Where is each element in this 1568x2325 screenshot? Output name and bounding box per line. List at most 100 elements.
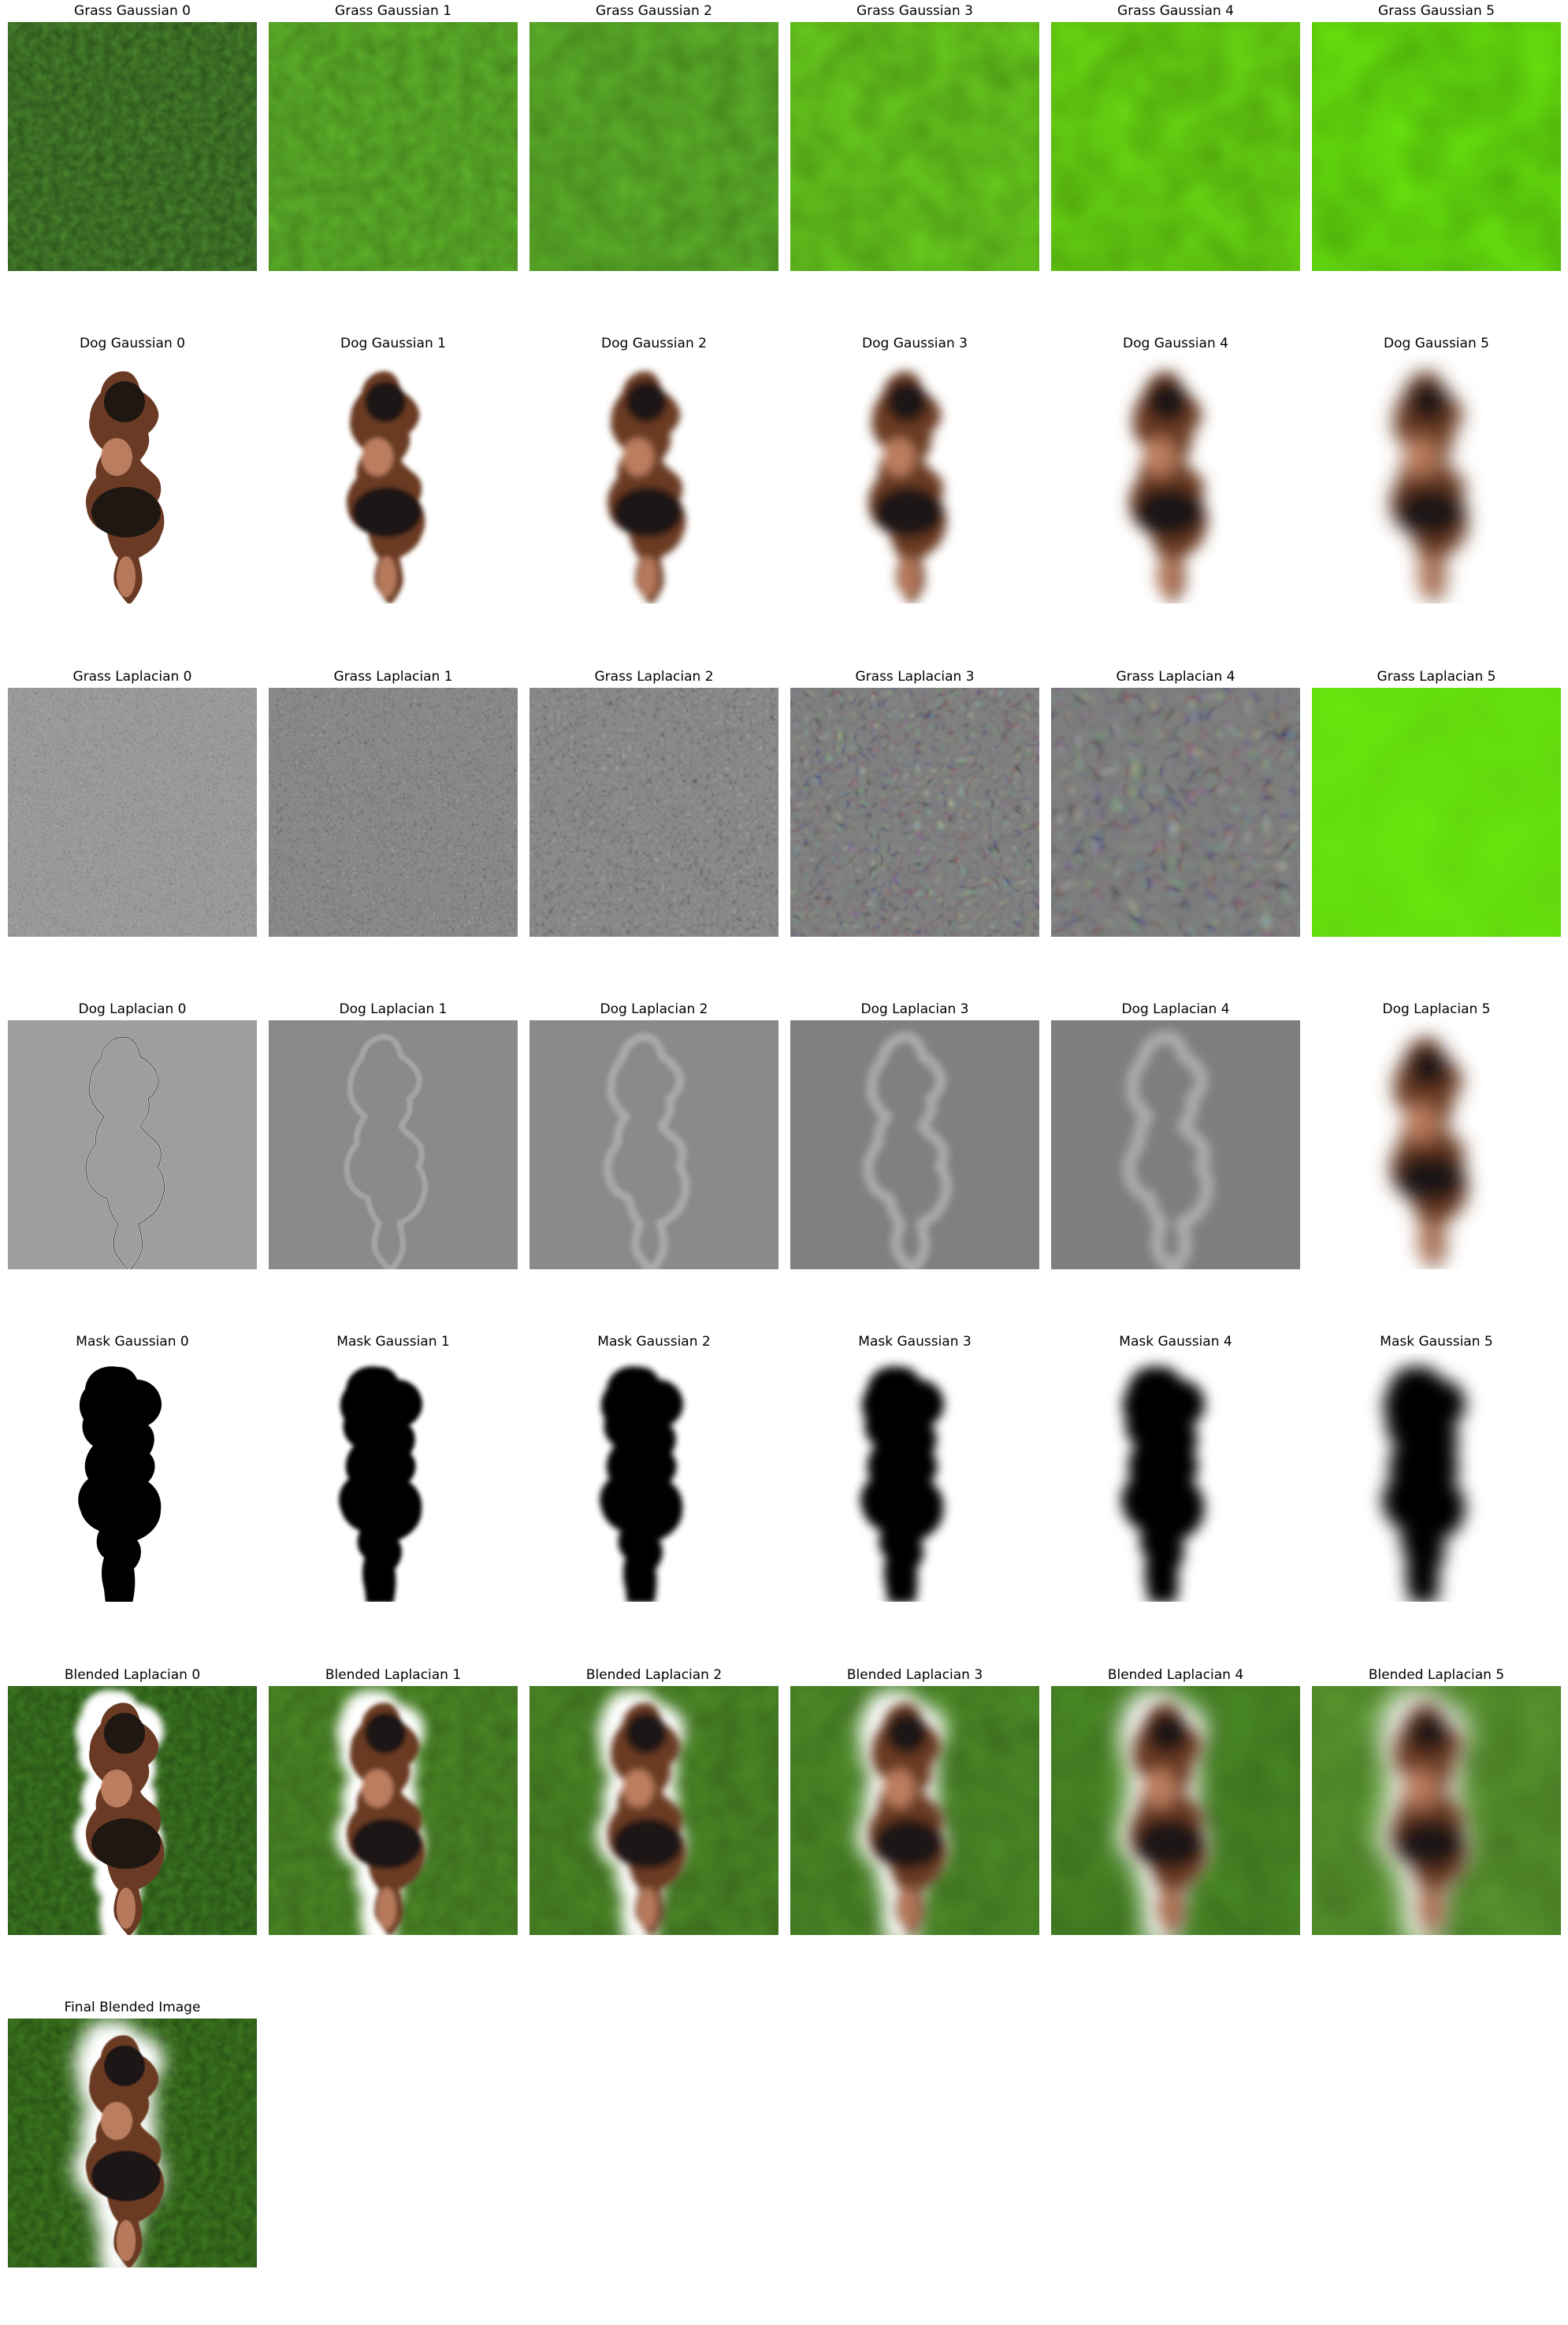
panel-title: Grass Gaussian 3 <box>856 3 973 19</box>
panel-title: Blended Laplacian 0 <box>64 1667 201 1683</box>
panel-image-blended-laplacian-2 <box>529 1686 778 1935</box>
panel-blended-laplacian-5: Blended Laplacian 5 <box>1312 1667 1561 1935</box>
panel-image-dog-gaussian-0 <box>8 355 257 604</box>
panel-grass-laplacian-1: Grass Laplacian 1 <box>269 669 518 937</box>
panel-title: Dog Gaussian 3 <box>862 336 968 351</box>
panel-title: Dog Laplacian 4 <box>1121 1001 1230 1017</box>
panel-title: Final Blended Image <box>64 2000 201 2015</box>
panel-image-dog-gaussian-1 <box>269 355 518 604</box>
panel-image-blended-laplacian-3 <box>790 1686 1039 1935</box>
panel-image-mask-gaussian-4 <box>1051 1353 1300 1602</box>
panel-title: Blended Laplacian 3 <box>846 1667 983 1683</box>
panel-image-mask-gaussian-2 <box>529 1353 778 1602</box>
panel-image-dog-laplacian-0 <box>8 1020 257 1269</box>
panel-grass-laplacian-4: Grass Laplacian 4 <box>1051 669 1300 937</box>
panel-image-grass-laplacian-5 <box>1312 688 1561 937</box>
panel-title: Dog Laplacian 5 <box>1382 1001 1491 1017</box>
panel-image-dog-gaussian-3 <box>790 355 1039 604</box>
panel-title: Dog Gaussian 5 <box>1384 336 1489 351</box>
panel-title: Dog Gaussian 0 <box>80 336 185 351</box>
panel-title: Dog Laplacian 3 <box>860 1001 969 1017</box>
panel-mask-gaussian-1: Mask Gaussian 1 <box>269 1334 518 1602</box>
panel-grass-gaussian-0: Grass Gaussian 0 <box>8 3 257 271</box>
panel-dog-gaussian-5: Dog Gaussian 5 <box>1312 336 1561 604</box>
panel-image-grass-gaussian-0 <box>8 22 257 271</box>
panel-image-blended-laplacian-1 <box>269 1686 518 1935</box>
panel-image-dog-laplacian-5 <box>1312 1020 1561 1269</box>
panel-title: Dog Gaussian 1 <box>340 336 446 351</box>
panel-image-grass-laplacian-3 <box>790 688 1039 937</box>
panel-title: Blended Laplacian 1 <box>325 1667 462 1683</box>
panel-title: Mask Gaussian 1 <box>336 1334 450 1350</box>
panel-image-dog-laplacian-2 <box>529 1020 778 1269</box>
panel-dog-gaussian-3: Dog Gaussian 3 <box>790 336 1039 604</box>
panel-title: Blended Laplacian 5 <box>1368 1667 1505 1683</box>
panel-title: Mask Gaussian 3 <box>858 1334 972 1350</box>
panel-final-blended-image: Final Blended Image <box>8 2000 257 2267</box>
panel-mask-gaussian-0: Mask Gaussian 0 <box>8 1334 257 1602</box>
panel-mask-gaussian-5: Mask Gaussian 5 <box>1312 1334 1561 1602</box>
panel-title: Dog Laplacian 1 <box>339 1001 448 1017</box>
panel-image-grass-laplacian-0 <box>8 688 257 937</box>
panel-image-grass-gaussian-4 <box>1051 22 1300 271</box>
panel-image-grass-gaussian-1 <box>269 22 518 271</box>
panel-image-grass-laplacian-1 <box>269 688 518 937</box>
panel-grass-gaussian-1: Grass Gaussian 1 <box>269 3 518 271</box>
panel-title: Grass Laplacian 0 <box>72 669 192 685</box>
panel-image-mask-gaussian-5 <box>1312 1353 1561 1602</box>
panel-grass-gaussian-2: Grass Gaussian 2 <box>529 3 778 271</box>
panel-dog-laplacian-4: Dog Laplacian 4 <box>1051 1001 1300 1269</box>
panel-image-mask-gaussian-1 <box>269 1353 518 1602</box>
panel-grass-laplacian-3: Grass Laplacian 3 <box>790 669 1039 937</box>
panel-image-mask-gaussian-0 <box>8 1353 257 1602</box>
panel-dog-gaussian-2: Dog Gaussian 2 <box>529 336 778 604</box>
panel-title: Mask Gaussian 2 <box>597 1334 711 1350</box>
panel-grass-laplacian-0: Grass Laplacian 0 <box>8 669 257 937</box>
panel-image-grass-gaussian-3 <box>790 22 1039 271</box>
panel-image-grass-laplacian-4 <box>1051 688 1300 937</box>
panel-dog-gaussian-4: Dog Gaussian 4 <box>1051 336 1300 604</box>
panel-title: Dog Gaussian 4 <box>1123 336 1228 351</box>
panel-title: Grass Gaussian 1 <box>335 3 451 19</box>
panel-image-dog-laplacian-4 <box>1051 1020 1300 1269</box>
panel-image-dog-laplacian-3 <box>790 1020 1039 1269</box>
panel-image-dog-gaussian-4 <box>1051 355 1300 604</box>
panel-title: Mask Gaussian 4 <box>1119 1334 1232 1350</box>
panel-title: Grass Laplacian 2 <box>594 669 714 685</box>
panel-title: Grass Gaussian 5 <box>1378 3 1495 19</box>
panel-grass-gaussian-5: Grass Gaussian 5 <box>1312 3 1561 271</box>
panel-title: Grass Laplacian 3 <box>855 669 975 685</box>
panel-image-blended-laplacian-0 <box>8 1686 257 1935</box>
panel-mask-gaussian-3: Mask Gaussian 3 <box>790 1334 1039 1602</box>
panel-image-final-blended-image <box>8 2019 257 2267</box>
panel-title: Blended Laplacian 4 <box>1107 1667 1244 1683</box>
panel-image-blended-laplacian-4 <box>1051 1686 1300 1935</box>
panel-title: Grass Gaussian 0 <box>74 3 191 19</box>
panel-blended-laplacian-0: Blended Laplacian 0 <box>8 1667 257 1935</box>
panel-image-grass-gaussian-5 <box>1312 22 1561 271</box>
panel-grass-gaussian-3: Grass Gaussian 3 <box>790 3 1039 271</box>
panel-title: Grass Gaussian 4 <box>1117 3 1234 19</box>
panel-title: Dog Laplacian 0 <box>78 1001 187 1017</box>
panel-image-blended-laplacian-5 <box>1312 1686 1561 1935</box>
panel-dog-laplacian-3: Dog Laplacian 3 <box>790 1001 1039 1269</box>
panel-dog-laplacian-2: Dog Laplacian 2 <box>529 1001 778 1269</box>
panel-grass-laplacian-5: Grass Laplacian 5 <box>1312 669 1561 937</box>
panel-mask-gaussian-2: Mask Gaussian 2 <box>529 1334 778 1602</box>
panel-dog-laplacian-0: Dog Laplacian 0 <box>8 1001 257 1269</box>
panel-blended-laplacian-4: Blended Laplacian 4 <box>1051 1667 1300 1935</box>
panel-title: Grass Laplacian 1 <box>333 669 453 685</box>
panel-mask-gaussian-4: Mask Gaussian 4 <box>1051 1334 1300 1602</box>
panel-grass-laplacian-2: Grass Laplacian 2 <box>529 669 778 937</box>
panel-dog-laplacian-5: Dog Laplacian 5 <box>1312 1001 1561 1269</box>
panel-image-dog-gaussian-5 <box>1312 355 1561 604</box>
panel-blended-laplacian-3: Blended Laplacian 3 <box>790 1667 1039 1935</box>
panel-image-grass-laplacian-2 <box>529 688 778 937</box>
panel-image-grass-gaussian-2 <box>529 22 778 271</box>
panel-title: Mask Gaussian 0 <box>76 1334 189 1350</box>
panel-blended-laplacian-2: Blended Laplacian 2 <box>529 1667 778 1935</box>
panel-title: Grass Laplacian 5 <box>1377 669 1496 685</box>
panel-grass-gaussian-4: Grass Gaussian 4 <box>1051 3 1300 271</box>
panel-blended-laplacian-1: Blended Laplacian 1 <box>269 1667 518 1935</box>
